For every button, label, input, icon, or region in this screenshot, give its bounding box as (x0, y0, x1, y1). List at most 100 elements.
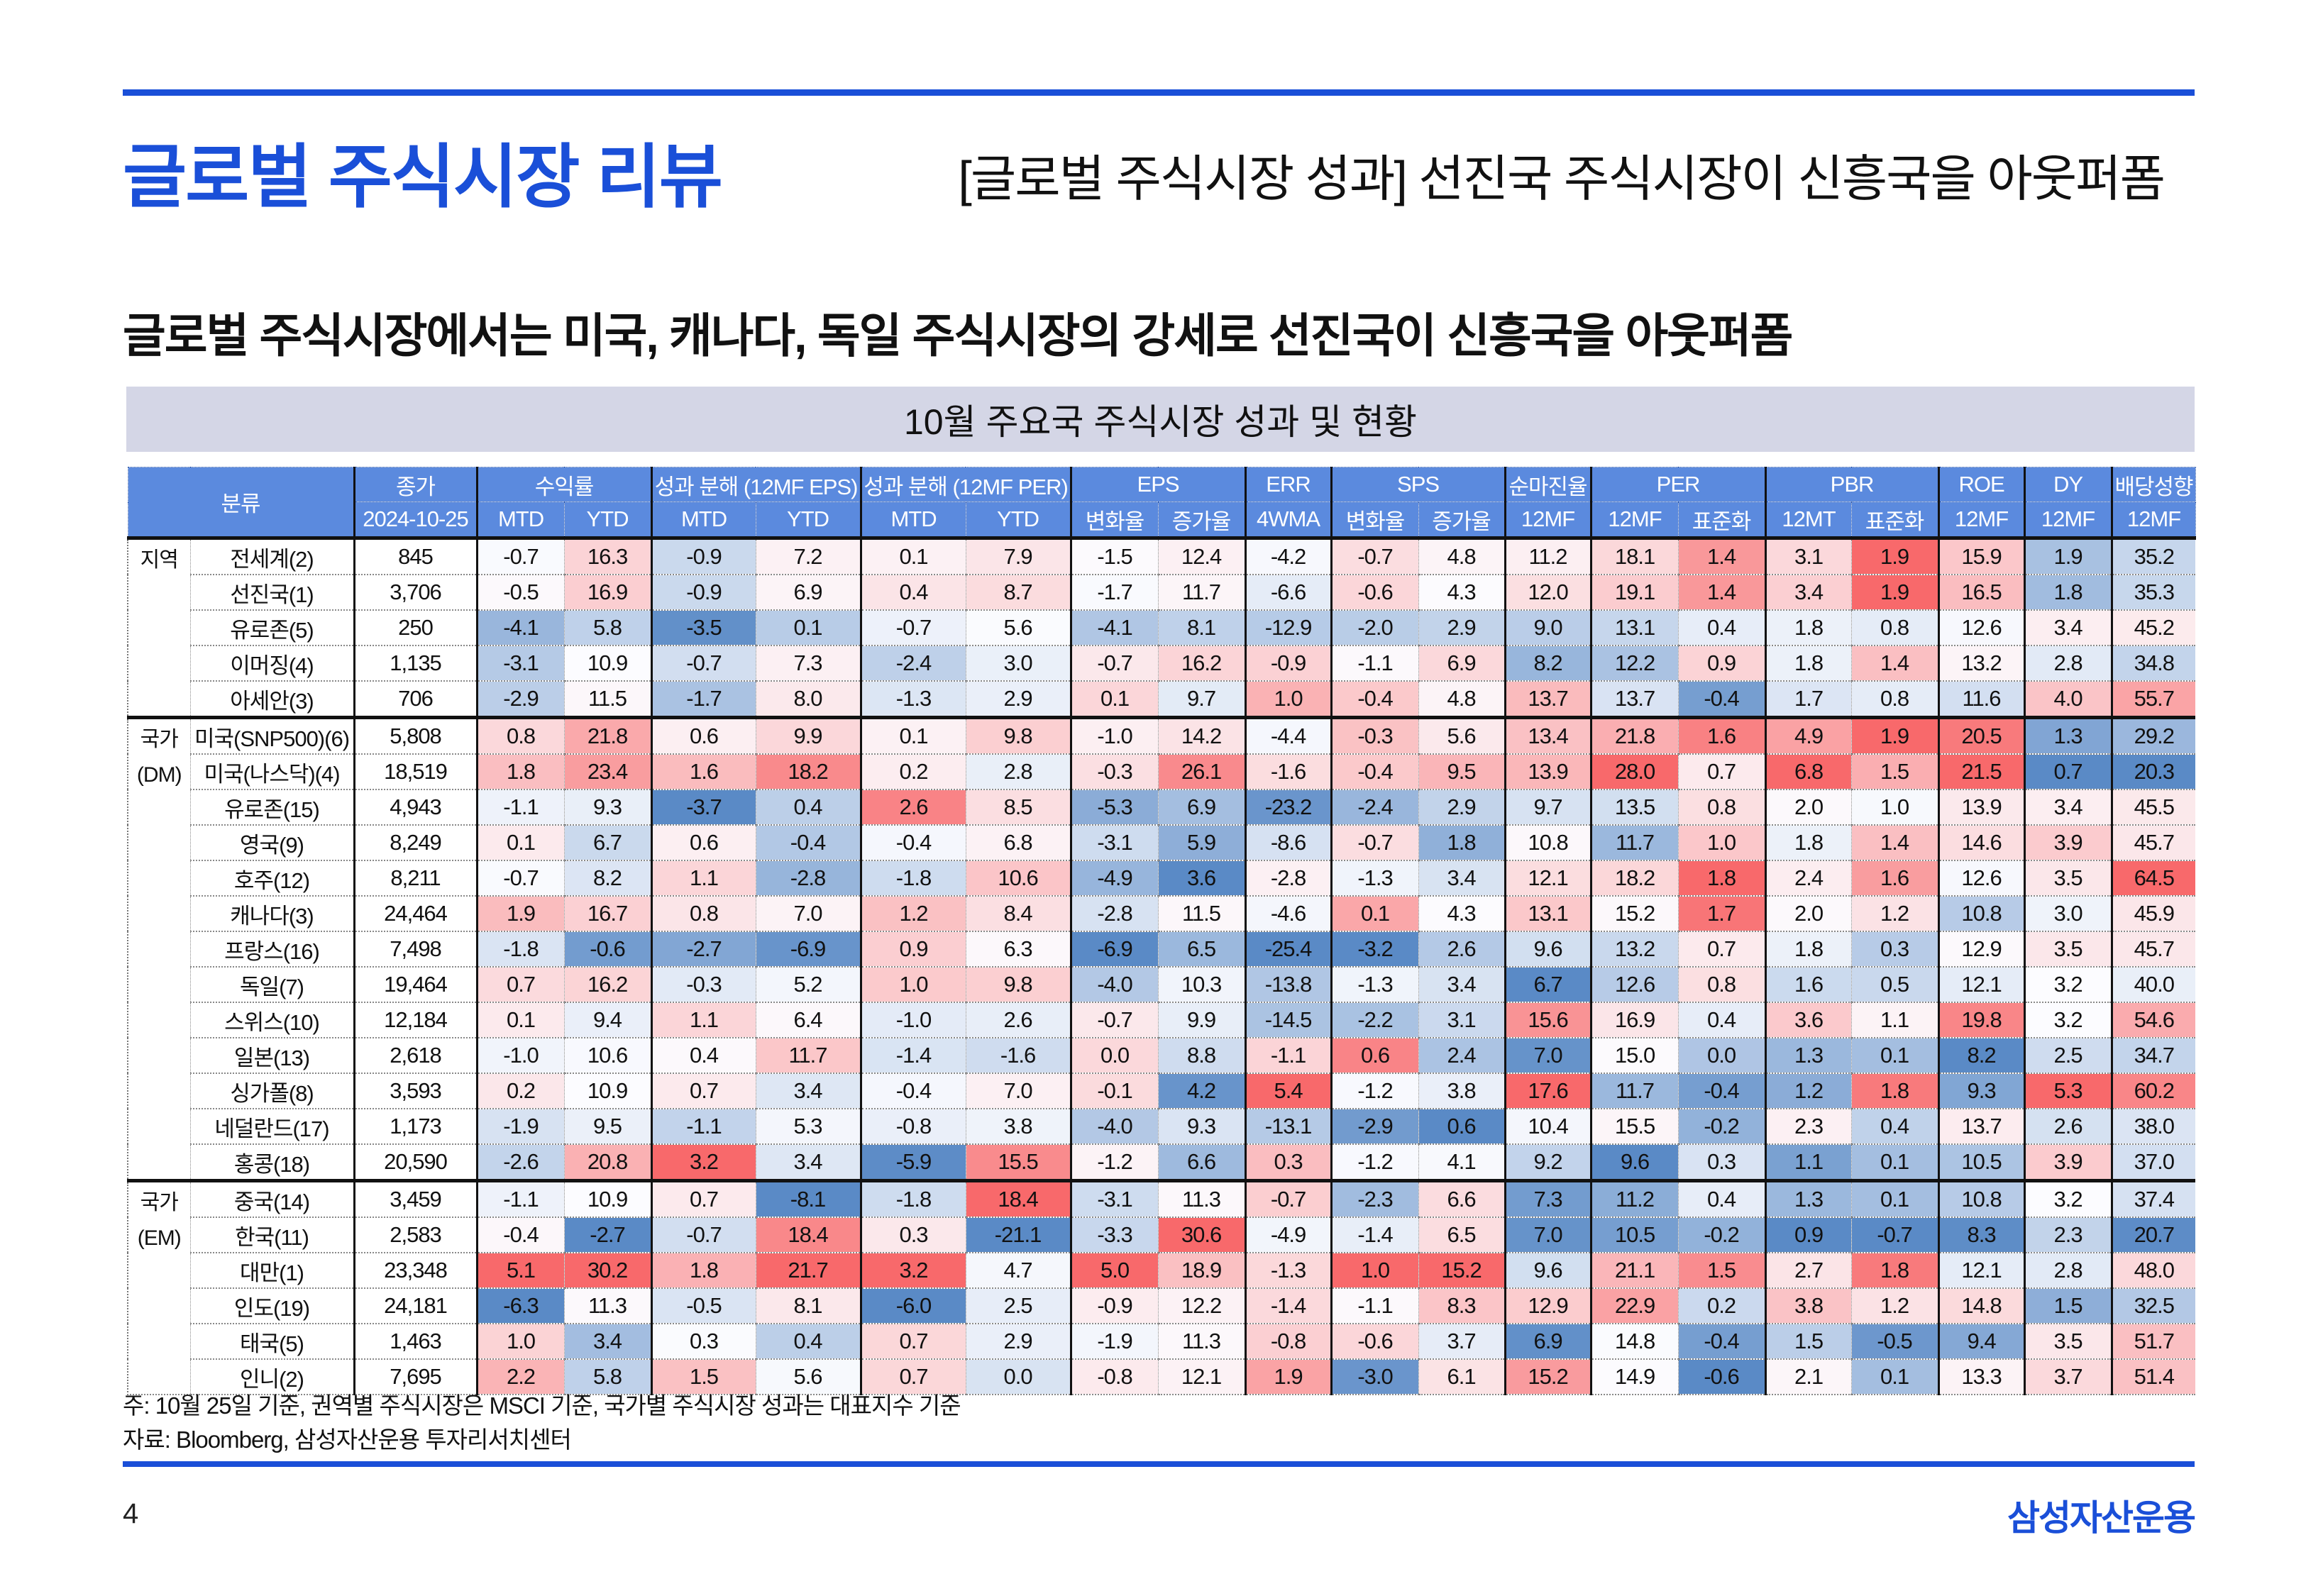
column-group-header: 분류 (127, 467, 355, 540)
metric-cell: 14.8 (1937, 1288, 2025, 1324)
metric-cell: 4.0 (2023, 681, 2112, 719)
metric-cell: 1.5 (2023, 1288, 2112, 1324)
metric-cell: -0.8 (1069, 1359, 1159, 1395)
metric-cell: 13.3 (1937, 1359, 2025, 1395)
metric-cell: -1.6 (965, 1038, 1071, 1074)
row-name: 아세안(3) (189, 681, 355, 719)
metric-cell: 3.9 (2023, 825, 2112, 861)
table-row: 네덜란드(17) 1,173 -1.9 9.5 -1.1 5.3 -0.8 3.8 -4.0 9.… (128, 1109, 2196, 1145)
metric-cell: 5.3 (2023, 1073, 2112, 1109)
metric-cell: -0.9 (650, 575, 756, 611)
metric-cell: 1.2 (859, 896, 966, 932)
metric-cell: -4.0 (1069, 967, 1159, 1003)
metric-cell: 1.4 (1677, 575, 1766, 611)
notes: 주: 10월 25일 기준, 권역별 주식시장은 MSCI 기준, 국가별 주식… (123, 1389, 961, 1457)
row-name: 전세계(2) (189, 538, 355, 575)
metric-cell: -1.6 (1244, 754, 1332, 790)
metric-cell: 37.0 (2110, 1144, 2196, 1182)
metric-cell: 6.8 (1764, 754, 1852, 790)
close-price-cell: 8,249 (353, 825, 478, 861)
close-price-cell: 2,583 (353, 1217, 478, 1253)
metric-cell: -1.8 (859, 860, 966, 897)
column-group-header: 성과 분해 (12MF EPS) (650, 467, 861, 502)
metric-cell: 1.9 (1850, 716, 1939, 755)
metric-cell: 10.8 (1937, 1179, 2025, 1218)
metric-cell: 13.7 (1589, 681, 1679, 719)
metric-cell: 12.0 (1504, 575, 1591, 611)
metric-cell: 6.7 (563, 825, 652, 861)
metric-cell: 16.5 (1937, 575, 2025, 611)
table-row: 유로존(5) 250 -4.1 5.8 -3.5 0.1 -0.7 5.6 -4.1 8.1 -12… (128, 610, 2196, 646)
metric-cell: 0.1 (755, 610, 861, 646)
metric-cell: 20.3 (2110, 754, 2196, 790)
table-row: 일본(13) 2,618 -1.0 10.6 0.4 11.7 -1.4 -1.6 0.0 8.8… (128, 1038, 2196, 1074)
column-header: 12MF (1589, 501, 1679, 540)
metric-cell: 3.4 (2023, 610, 2112, 646)
metric-cell: 10.9 (563, 1179, 652, 1218)
metric-cell: -4.0 (1069, 1109, 1159, 1145)
metric-cell: 1.0 (859, 967, 966, 1003)
column-header: 증가율 (1157, 501, 1246, 540)
metric-cell: -0.7 (1850, 1217, 1939, 1253)
metric-cell: -4.6 (1244, 896, 1332, 932)
row-name: 호주(12) (189, 860, 355, 897)
metric-cell: 22.9 (1589, 1288, 1679, 1324)
metric-cell: -25.4 (1244, 931, 1332, 968)
metric-cell: -0.1 (1069, 1073, 1159, 1109)
metric-cell: 7.0 (1504, 1217, 1591, 1253)
metric-cell: 1.4 (1850, 825, 1939, 861)
metric-cell: 12.6 (1937, 860, 2025, 897)
metric-cell: -3.0 (1330, 1359, 1419, 1395)
table-row: 미국(나스닥)(4) 18,519 1.8 23.4 1.6 18.2 0.2 2.8 -0.3… (128, 754, 2196, 790)
metric-cell: 0.7 (650, 1179, 756, 1218)
metric-cell: -4.9 (1069, 860, 1159, 897)
metric-cell: 6.9 (1157, 789, 1246, 826)
metric-cell: 0.6 (650, 716, 756, 755)
metric-cell: 1.3 (1764, 1179, 1852, 1218)
metric-cell: 51.4 (2110, 1359, 2196, 1395)
metric-cell: 2.6 (2023, 1109, 2112, 1145)
metric-cell: 0.2 (859, 754, 966, 790)
close-price-cell: 4,943 (353, 789, 478, 826)
metric-cell: 2.3 (1764, 1109, 1852, 1145)
metric-cell: 2.0 (1764, 896, 1852, 932)
metric-cell: -0.4 (755, 825, 861, 861)
close-price-cell: 19,464 (353, 967, 478, 1003)
metric-cell: 8.8 (1157, 1038, 1246, 1074)
metric-cell: -0.8 (1244, 1324, 1332, 1360)
table-row: 이머징(4) 1,135 -3.1 10.9 -0.7 7.3 -2.4 3.0 -0.7 16.… (128, 645, 2196, 682)
metric-cell: 8.1 (1157, 610, 1246, 646)
metric-cell: 15.5 (1589, 1109, 1679, 1145)
metric-cell: 3.2 (859, 1253, 966, 1289)
metric-cell: -1.7 (1069, 575, 1159, 611)
metric-cell: -0.5 (650, 1288, 756, 1324)
metric-cell: 3.4 (1418, 967, 1506, 1003)
metric-cell: 11.3 (1157, 1179, 1246, 1218)
metric-cell: 1.2 (1850, 896, 1939, 932)
metric-cell: 2.4 (1418, 1038, 1506, 1074)
metric-cell: 0.4 (1677, 1002, 1766, 1038)
column-group-header: 순마진율 (1504, 467, 1591, 502)
table-row: 호주(12) 8,211 -0.7 8.2 1.1 -2.8 -1.8 10.6 -4.9 3.6… (128, 860, 2196, 897)
metric-cell: 4.9 (1764, 716, 1852, 755)
metric-cell: 45.2 (2110, 610, 2196, 646)
column-group-header: EPS (1069, 467, 1246, 502)
metric-cell: 3.4 (1764, 575, 1852, 611)
metric-cell: 1.8 (1764, 825, 1852, 861)
metric-cell: 0.9 (1677, 645, 1766, 682)
column-header: YTD (965, 501, 1071, 540)
row-name: 네덜란드(17) (189, 1109, 355, 1145)
metric-cell: -6.3 (475, 1288, 565, 1324)
column-header: MTD (650, 501, 756, 540)
metric-cell: 0.6 (1330, 1038, 1419, 1074)
metric-cell: -2.2 (1330, 1002, 1419, 1038)
close-price-cell: 18,519 (353, 754, 478, 790)
table-row: 스위스(10) 12,184 0.1 9.4 1.1 6.4 -1.0 2.6 -0.7 9.9-… (128, 1002, 2196, 1038)
bottom-rule (123, 1461, 2195, 1467)
metric-cell: -0.7 (475, 538, 565, 575)
metric-cell: -3.2 (1330, 931, 1419, 968)
metric-cell: 6.3 (965, 931, 1071, 968)
metric-cell: 7.0 (755, 896, 861, 932)
metric-cell: -0.9 (650, 538, 756, 575)
metric-cell: -8.6 (1244, 825, 1332, 861)
